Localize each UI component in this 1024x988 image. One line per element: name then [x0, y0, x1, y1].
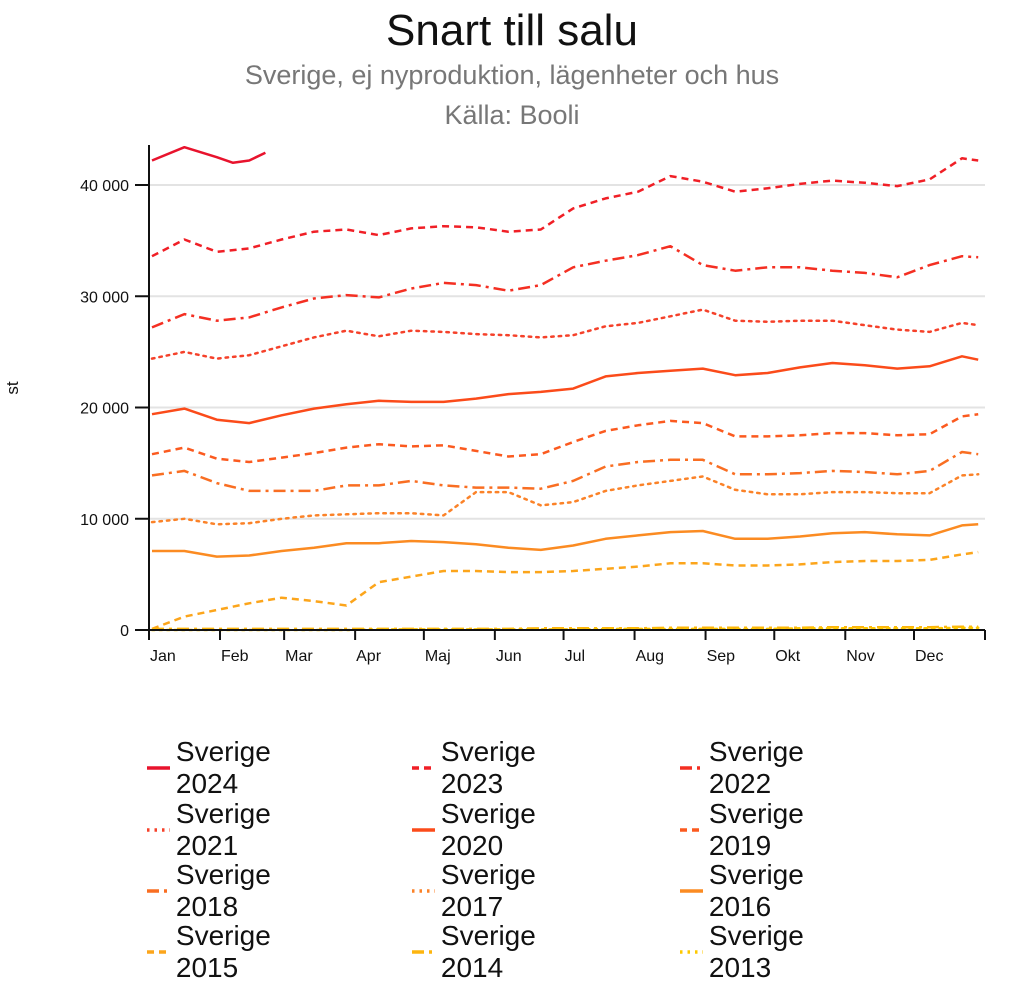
legend-swatch	[147, 766, 170, 770]
legend-swatch	[680, 828, 703, 832]
legend-label: Sverige 2024	[175, 736, 271, 799]
legend-item: Sverige 2013	[678, 920, 817, 984]
x-tick-label: Maj	[425, 648, 451, 665]
series-line-sverige-2015	[151, 550, 979, 631]
legend-item: Sverige 2023	[410, 736, 549, 800]
legend-label: Sverige 2014	[440, 920, 536, 983]
series-line-sverige-2022	[151, 244, 979, 329]
legend-item: Sverige 2024	[145, 736, 284, 800]
legend-item: Sverige 2016	[678, 859, 817, 923]
y-tick-label: 20 000	[80, 401, 129, 418]
legend-label: Sverige 2018	[175, 859, 271, 922]
legend-label: Sverige 2021	[175, 798, 271, 861]
y-tick-label: 0	[120, 623, 129, 640]
legend-swatch	[147, 828, 170, 832]
chart-title: Snart till salu	[386, 6, 638, 55]
x-tick-label: Jul	[565, 648, 585, 665]
legend-item: Sverige 2017	[410, 859, 549, 923]
x-tick-label: Dec	[915, 648, 943, 665]
series-line-sverige-2017	[150, 473, 980, 526]
legend-item: Sverige 2021	[145, 798, 284, 862]
x-tick-label: Sep	[707, 648, 736, 665]
legend-label: Sverige 2013	[708, 920, 804, 983]
legend-swatch	[412, 889, 435, 893]
series-line-sverige-2014	[152, 625, 979, 631]
legend-swatch	[680, 950, 703, 954]
legend-swatch	[412, 950, 435, 954]
series-line-sverige-2024	[151, 145, 266, 165]
x-tick-label: Aug	[636, 648, 664, 665]
series-line-sverige-2020	[151, 355, 979, 425]
legend-swatch	[680, 889, 703, 893]
series-line-sverige-2016	[152, 523, 979, 558]
legend-swatch	[412, 828, 435, 832]
legend-item: Sverige 2022	[678, 736, 817, 800]
y-tick-label: 10 000	[80, 512, 129, 529]
x-tick-label: Jan	[150, 648, 176, 665]
legend-swatch	[680, 766, 703, 770]
legend-label: Sverige 2015	[175, 920, 271, 983]
x-tick-label: Jun	[496, 648, 522, 665]
chart-source: Källa: Booli	[444, 100, 580, 130]
legend-swatch	[412, 766, 435, 770]
x-tick-label: Feb	[221, 648, 249, 665]
legend-label: Sverige 2017	[440, 859, 536, 922]
legend-label: Sverige 2023	[440, 736, 536, 799]
x-tick-label: Mar	[285, 648, 313, 665]
legend-swatch	[147, 889, 170, 893]
legend-label: Sverige 2022	[708, 736, 804, 799]
x-tick-label: Apr	[356, 648, 382, 665]
y-tick-label: 40 000	[80, 178, 129, 195]
legend-label: Sverige 2019	[708, 798, 804, 861]
legend-item: Sverige 2019	[678, 798, 817, 862]
series-line-sverige-2023	[151, 157, 979, 258]
legend-item: Sverige 2018	[145, 859, 284, 923]
legend-item: Sverige 2014	[410, 920, 549, 984]
legend-item: Sverige 2015	[145, 920, 284, 984]
series-line-sverige-2021	[150, 308, 980, 360]
line-chart: st 0 10 000 20 000 30 000 40 000 Jan Feb Mar Apr…	[3, 145, 986, 665]
legend-swatch	[147, 950, 170, 954]
y-axis-label: st	[3, 381, 22, 395]
x-tick-label: Nov	[846, 648, 874, 665]
series-line-sverige-2019	[151, 412, 979, 464]
y-tick-label: 30 000	[80, 289, 129, 306]
x-tick-label: Okt	[775, 648, 800, 665]
legend-item: Sverige 2020	[410, 798, 549, 862]
legend-label: Sverige 2020	[440, 798, 536, 861]
series-line-sverige-2018	[151, 450, 979, 493]
legend-label: Sverige 2016	[708, 859, 804, 922]
chart-subtitle: Sverige, ej nyproduktion, lägenheter och…	[244, 60, 780, 90]
